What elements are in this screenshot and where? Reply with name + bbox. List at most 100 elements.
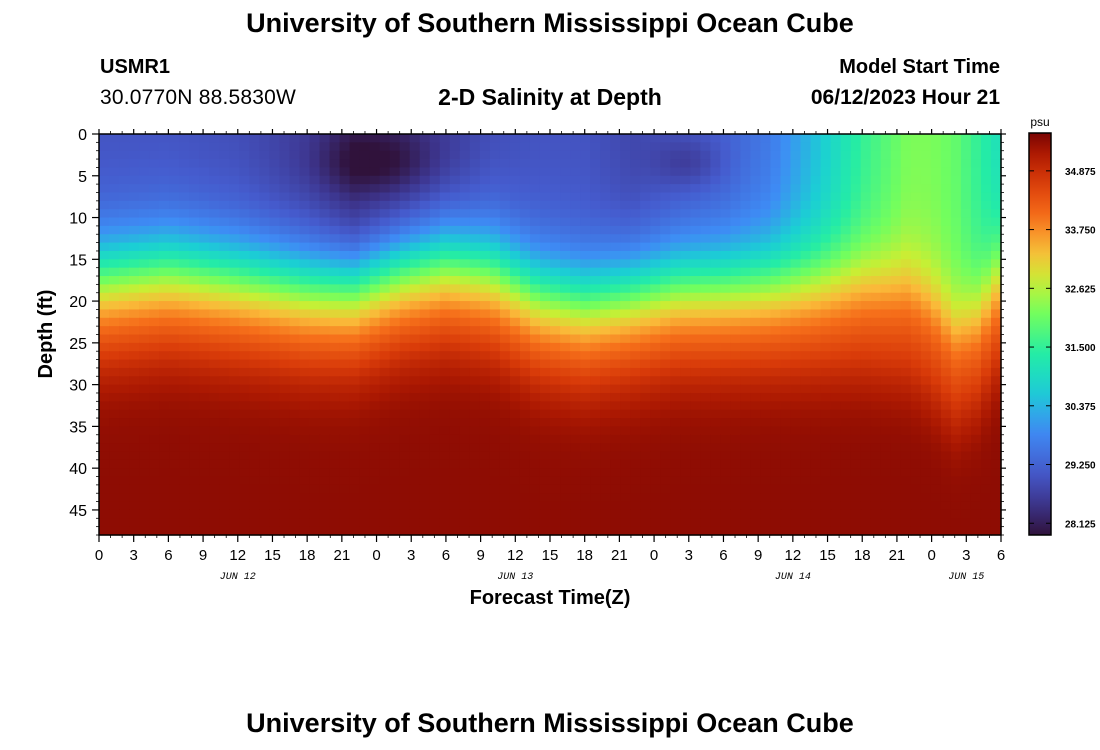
heatmap-cell: [119, 443, 130, 453]
heatmap-cell: [289, 526, 301, 536]
heatmap-cell: [660, 184, 671, 194]
heatmap-cell: [790, 367, 802, 377]
heatmap-cell: [920, 459, 932, 469]
heatmap-cell: [740, 418, 752, 427]
heatmap-cell: [690, 250, 701, 260]
heatmap-cell: [840, 359, 852, 369]
heatmap-cell: [740, 259, 752, 269]
heatmap-cell: [459, 493, 471, 503]
heatmap-cell: [289, 401, 301, 411]
heatmap-cell: [900, 259, 912, 269]
heatmap-cell: [529, 267, 541, 277]
heatmap-cell: [469, 159, 481, 169]
heatmap-cell: [830, 259, 842, 269]
heatmap-cell: [610, 409, 621, 419]
heatmap-cell: [550, 159, 561, 169]
heatmap-cell: [359, 476, 371, 486]
heatmap-cell: [610, 401, 621, 411]
heatmap-cell: [459, 292, 471, 302]
heatmap-cell: [760, 134, 772, 143]
heatmap-cell: [159, 225, 170, 235]
heatmap-cell: [179, 309, 190, 319]
heatmap-cell: [369, 376, 381, 386]
heatmap-cell: [129, 518, 140, 528]
heatmap-cell: [189, 334, 200, 344]
heatmap-cell: [630, 476, 641, 486]
heatmap-cell: [469, 292, 481, 302]
heatmap-cell: [239, 443, 250, 453]
heatmap-cell: [700, 342, 711, 352]
heatmap-cell: [720, 359, 731, 369]
heatmap-cell: [950, 401, 962, 411]
heatmap-cell: [199, 284, 210, 294]
heatmap-cell: [680, 468, 691, 478]
heatmap-cell: [249, 292, 260, 302]
heatmap-cell: [309, 426, 321, 436]
heatmap-cell: [840, 259, 852, 269]
heatmap-cell: [119, 209, 130, 219]
heatmap-cell: [820, 276, 832, 285]
heatmap-cell: [179, 200, 190, 210]
heatmap-cell: [339, 476, 351, 486]
heatmap-cell: [940, 242, 952, 252]
heatmap-cell: [640, 167, 651, 177]
heatmap-cell: [219, 200, 230, 210]
heatmap-cell: [369, 250, 381, 260]
heatmap-cell: [199, 367, 210, 377]
heatmap-cell: [720, 392, 731, 402]
heatmap-cell: [660, 342, 671, 352]
heatmap-cell: [269, 142, 280, 152]
heatmap-cell: [299, 434, 311, 444]
heatmap-cell: [870, 434, 882, 444]
heatmap-cell: [920, 392, 932, 402]
heatmap-cell: [760, 418, 772, 427]
heatmap-cell: [570, 384, 581, 394]
heatmap-cell: [269, 376, 280, 386]
heatmap-cell: [119, 434, 130, 444]
heatmap-cell: [539, 493, 551, 503]
heatmap-cell: [920, 342, 932, 352]
heatmap-cell: [369, 167, 381, 177]
heatmap-cell: [890, 167, 902, 177]
heatmap-cell: [429, 175, 441, 185]
heatmap-cell: [379, 468, 391, 478]
heatmap-cell: [720, 217, 731, 227]
heatmap-cell: [419, 167, 431, 177]
heatmap-cell: [660, 200, 671, 210]
heatmap-cell: [379, 234, 391, 244]
heatmap-cell: [860, 426, 872, 436]
heatmap-cell: [479, 292, 491, 302]
heatmap-cell: [259, 234, 270, 244]
heatmap-cell: [349, 259, 361, 269]
heatmap-cell: [970, 326, 982, 336]
heatmap-cell: [890, 451, 902, 461]
heatmap-cell: [970, 443, 982, 453]
heatmap-cell: [700, 242, 711, 252]
heatmap-cell: [499, 401, 511, 411]
heatmap-cell: [850, 401, 862, 411]
heatmap-cell: [850, 367, 862, 377]
heatmap-cell: [940, 426, 952, 436]
heatmap-cell: [670, 267, 681, 277]
heatmap-cell: [950, 267, 962, 277]
heatmap-cell: [249, 250, 260, 260]
heatmap-cell: [590, 234, 601, 244]
heatmap-cell: [730, 234, 742, 244]
heatmap-cell: [389, 242, 401, 252]
heatmap-cell: [149, 484, 160, 494]
heatmap-cell: [630, 459, 641, 469]
heatmap-cell: [489, 134, 501, 143]
heatmap-cell: [289, 209, 301, 219]
heatmap-cell: [379, 284, 391, 294]
heatmap-cell: [379, 192, 391, 202]
heatmap-cell: [680, 376, 691, 386]
heatmap-cell: [600, 451, 611, 461]
heatmap-cell: [850, 276, 862, 285]
heatmap-cell: [760, 434, 772, 444]
heatmap-cell: [850, 234, 862, 244]
heatmap-cell: [539, 184, 551, 194]
heatmap-cell: [539, 259, 551, 269]
heatmap-cell: [650, 501, 661, 511]
heatmap-cell: [990, 200, 1002, 210]
heatmap-cell: [439, 443, 451, 453]
